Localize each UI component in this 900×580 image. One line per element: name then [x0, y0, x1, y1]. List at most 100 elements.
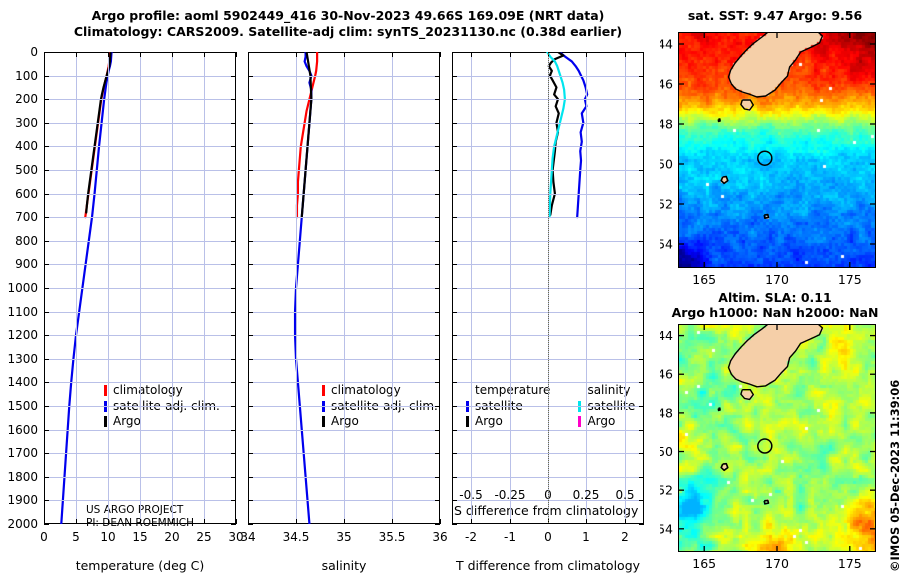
axis-tick — [296, 519, 297, 524]
axis-tick — [639, 217, 644, 218]
sla-map-frame[interactable] — [678, 324, 876, 552]
title-line-1: Argo profile: aoml 5902449_416 30-Nov-20… — [91, 8, 605, 23]
axis-tick — [231, 335, 236, 336]
depth-tick-label: 900 — [15, 257, 38, 271]
map-longitude-tick-label: 170 — [765, 272, 789, 287]
axis-tick — [231, 500, 236, 501]
axis-tick — [44, 123, 49, 124]
axis-tick — [44, 382, 49, 383]
axis-tick — [639, 264, 644, 265]
axis-tick — [231, 217, 236, 218]
grid-line-vertical — [204, 53, 205, 523]
sla-map-title-line-1: Altim. SLA: 0.11 — [718, 290, 832, 305]
axis-tick — [452, 335, 457, 336]
map-latitude-tick-label: -50 — [660, 444, 673, 459]
legend-label-climatology: climatology — [113, 383, 183, 397]
axis-tick — [452, 359, 457, 360]
axis-tick — [586, 52, 587, 57]
axis-tick — [471, 519, 472, 524]
map-latitude-tick-label: -46 — [660, 77, 673, 92]
map-latitude-tick-label: -44 — [660, 37, 673, 52]
sla-map-overlay — [717, 325, 824, 505]
salinity-difference-tick-label: 0.5 — [615, 488, 635, 502]
sla-map-axes: 165 170 175 -44 -46 -48 -50 -52 -54 — [660, 324, 876, 571]
axis-tick — [248, 52, 253, 53]
legend-label-argo: Argo — [113, 414, 141, 428]
axis-tick — [435, 170, 440, 171]
x-tick-label: 20 — [164, 530, 180, 544]
sla-map-title-line-2: Argo h1000: NaN h2000: NaN — [671, 305, 879, 320]
axis-tick — [248, 359, 253, 360]
axis-tick — [625, 52, 626, 57]
salinity-difference-axis-title: S difference from climatology — [454, 503, 639, 518]
axis-tick — [440, 519, 441, 524]
axis-tick — [44, 170, 49, 171]
axis-tick — [639, 382, 644, 383]
axis-tick — [231, 52, 236, 53]
map-latitude-tick-label: -48 — [660, 405, 673, 420]
axis-tick — [639, 477, 644, 478]
depth-tick-label: 200 — [15, 92, 38, 106]
sst-map-overlay — [717, 33, 824, 219]
axis-tick — [172, 52, 173, 57]
axis-tick — [344, 52, 345, 57]
depth-tick-label: 500 — [15, 163, 38, 177]
salinity-difference-tick-label: -0.25 — [494, 488, 526, 502]
axis-tick — [231, 430, 236, 431]
sst-map-canvas[interactable] — [679, 33, 875, 267]
grid-line-vertical — [344, 53, 345, 523]
depth-tick-label: 2000 — [7, 517, 38, 531]
axis-tick — [452, 406, 457, 407]
axis-tick — [639, 99, 644, 100]
map-latitude-tick-label: -54 — [660, 521, 673, 536]
depth-tick-label: 1000 — [7, 281, 38, 295]
map-latitude-tick-label: -54 — [660, 237, 673, 252]
axis-tick — [44, 406, 49, 407]
temperature-axis-title: temperature (deg C) — [75, 558, 205, 573]
map-latitude-tick-label: -44 — [660, 328, 673, 343]
depth-tick-label: 1900 — [7, 493, 38, 507]
axis-tick — [248, 241, 253, 242]
axis-tick — [44, 312, 49, 313]
x-tick-label: 34.5 — [282, 530, 310, 544]
sla-map-title: Altim. SLA: 0.11 Argo h1000: NaN h2000: … — [656, 290, 894, 320]
sst-map-title: sat. SST: 9.47 Argo: 9.56 — [687, 8, 863, 23]
depth-tick-label: 1400 — [7, 375, 38, 389]
x-tick-label: -1 — [504, 530, 516, 544]
axis-tick — [231, 241, 236, 242]
sla-map-canvas[interactable] — [679, 325, 875, 551]
axis-tick — [639, 241, 644, 242]
axis-tick — [435, 241, 440, 242]
axis-tick — [639, 52, 644, 53]
axis-tick — [639, 430, 644, 431]
legend-label-satellite-adj: satellite-adj. clim. — [113, 398, 220, 413]
map-latitude-tick-label: -52 — [660, 197, 673, 212]
axis-tick — [248, 123, 253, 124]
axis-tick — [344, 519, 345, 524]
legend-item-climatology: climatology — [322, 383, 438, 399]
axis-tick — [452, 241, 457, 242]
depth-tick-label: 1500 — [7, 399, 38, 413]
axis-tick — [44, 477, 49, 478]
axis-tick — [44, 500, 49, 501]
depth-tick-label: 1800 — [7, 470, 38, 484]
grid-line-vertical — [172, 53, 173, 523]
depth-tick-label: 1300 — [7, 352, 38, 366]
grid-line-vertical — [586, 53, 587, 523]
axis-tick — [510, 519, 511, 524]
axis-tick — [44, 217, 49, 218]
axis-tick — [452, 524, 457, 525]
axis-tick — [44, 335, 49, 336]
x-tick-label: 36 — [432, 530, 448, 544]
axis-tick — [44, 52, 45, 57]
legend-label-temperature-argo: Argo — [475, 414, 503, 428]
x-tick-label: 35.5 — [378, 530, 406, 544]
difference-legend-salinity-column: salinity satellite Argo — [578, 383, 635, 430]
axis-tick — [435, 312, 440, 313]
axis-tick — [172, 519, 173, 524]
axis-tick — [231, 382, 236, 383]
salinity-difference-tick-label: -0.5 — [459, 488, 483, 502]
axis-tick — [44, 52, 49, 53]
axis-tick — [248, 500, 253, 501]
map-longitude-tick-label: 165 — [692, 272, 716, 287]
